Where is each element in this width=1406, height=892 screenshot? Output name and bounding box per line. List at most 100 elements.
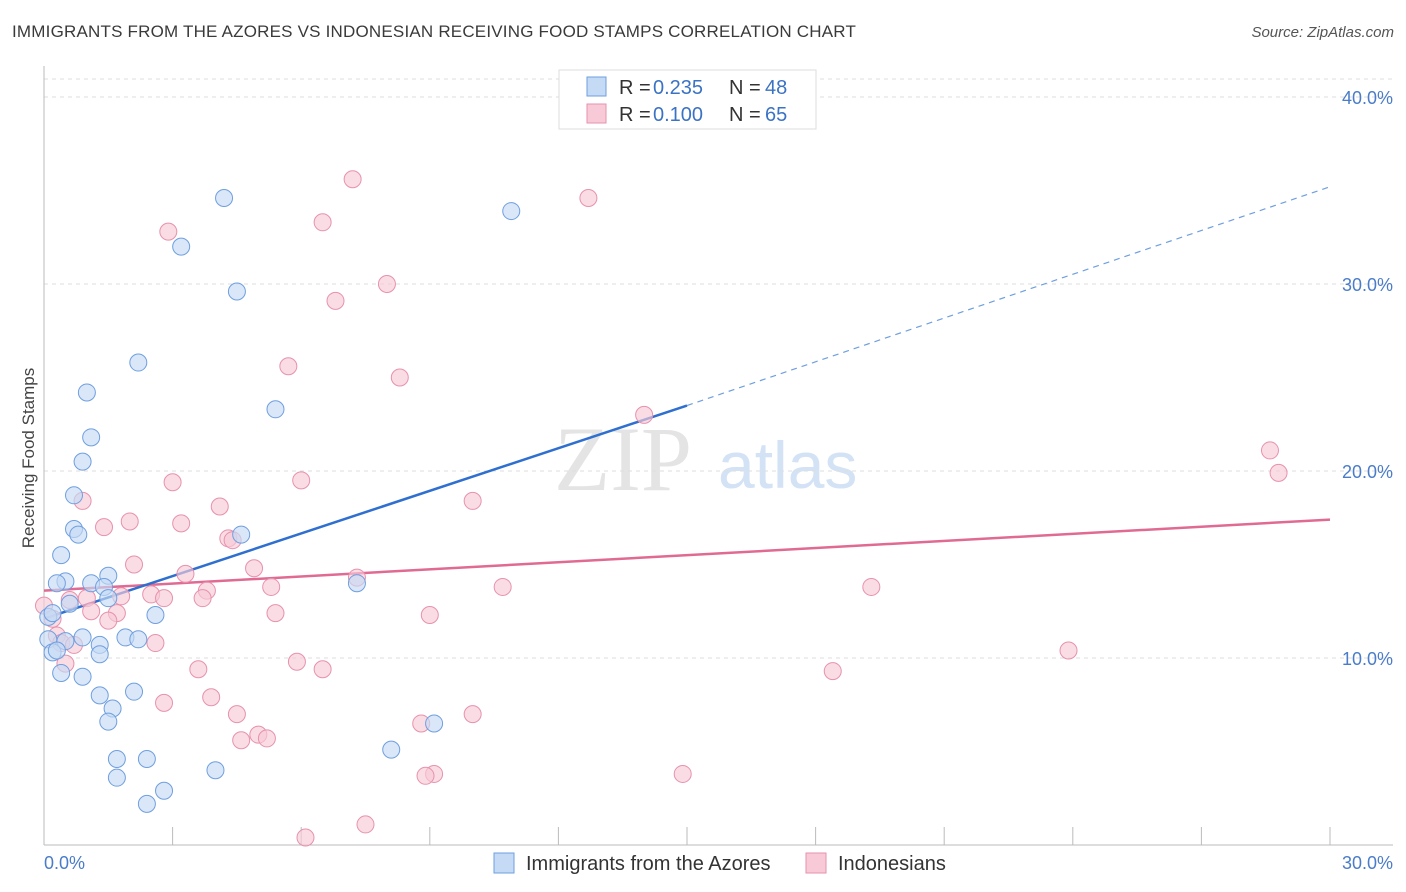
point-indonesians — [1269, 463, 1288, 482]
point-azores — [47, 574, 66, 593]
source-label: Source: ZipAtlas.com — [1251, 24, 1394, 41]
point-indonesians — [262, 577, 281, 596]
y-tick-label: 10.0% — [1342, 649, 1393, 669]
point-azores — [215, 188, 234, 207]
point-indonesians — [120, 512, 139, 531]
legend-n-label-azores: N = — [729, 77, 761, 99]
point-azores — [43, 604, 62, 623]
point-indonesians — [862, 577, 881, 596]
point-indonesians — [176, 564, 195, 583]
point-indonesians — [257, 729, 276, 748]
bottom-legend: Immigrants from the Azores Indonesians — [493, 852, 946, 875]
y-tick-label: 30.0% — [1342, 275, 1393, 295]
point-indonesians — [1059, 641, 1078, 660]
point-indonesians — [155, 693, 174, 712]
point-azores — [73, 628, 92, 647]
point-indonesians — [163, 473, 182, 492]
legend-r-value-indonesians: 0.100 — [653, 104, 703, 126]
point-indonesians — [125, 555, 144, 574]
point-indonesians — [159, 222, 178, 241]
legend-swatch-indonesians — [586, 103, 607, 124]
legend-box: R = 0.235 N = 48 R = 0.100 N = 65 — [558, 69, 817, 130]
point-azores — [107, 749, 126, 768]
point-indonesians — [82, 602, 101, 621]
point-indonesians — [463, 705, 482, 724]
bottom-legend-swatch-indonesians — [805, 852, 827, 874]
point-indonesians — [390, 368, 409, 387]
point-indonesians — [232, 731, 251, 750]
trend-line-azores — [43, 404, 688, 620]
point-indonesians — [95, 518, 114, 537]
point-azores — [382, 740, 401, 759]
point-indonesians — [673, 764, 692, 783]
point-azores — [232, 525, 251, 544]
point-indonesians — [579, 188, 598, 207]
chart-title: IMMIGRANTS FROM THE AZORES VS INDONESIAN… — [12, 22, 857, 41]
point-indonesians — [279, 357, 298, 376]
point-azores — [60, 594, 79, 613]
point-azores — [137, 749, 156, 768]
point-indonesians — [463, 491, 482, 510]
point-azores — [227, 282, 246, 301]
point-indonesians — [356, 815, 375, 834]
trend-line-indonesians — [43, 518, 1331, 592]
point-indonesians — [416, 766, 435, 785]
legend-n-label-indonesians: N = — [729, 104, 761, 126]
point-indonesians — [635, 405, 654, 424]
bottom-legend-label-indonesians: Indonesians — [838, 853, 946, 875]
point-indonesians — [266, 604, 285, 623]
point-azores — [347, 574, 366, 593]
point-indonesians — [292, 471, 311, 490]
point-indonesians — [227, 705, 246, 724]
point-indonesians — [99, 611, 118, 630]
point-indonesians — [189, 660, 208, 679]
point-indonesians — [193, 589, 212, 608]
point-azores — [137, 794, 156, 813]
point-azores — [52, 546, 71, 565]
point-indonesians — [296, 828, 315, 847]
trend-lines — [43, 186, 1331, 620]
point-azores — [99, 712, 118, 731]
point-azores — [266, 400, 285, 419]
point-azores — [73, 452, 92, 471]
legend-r-label-indonesians: R = — [619, 104, 651, 126]
watermark-zip: ZIP — [554, 408, 692, 510]
point-indonesians — [172, 514, 191, 533]
point-indonesians — [245, 559, 264, 578]
point-azores — [69, 525, 88, 544]
point-azores — [77, 383, 96, 402]
point-azores — [73, 667, 92, 686]
bottom-legend-label-azores: Immigrants from the Azores — [526, 853, 771, 875]
y-axis-title: Receiving Food Stamps — [19, 368, 38, 548]
x-tick-label-max: 30.0% — [1342, 853, 1393, 873]
point-indonesians — [313, 213, 332, 232]
point-indonesians — [155, 589, 174, 608]
point-indonesians — [420, 605, 439, 624]
trend-line-azores-projection — [686, 186, 1331, 407]
point-azores — [125, 682, 144, 701]
point-indonesians — [313, 660, 332, 679]
point-azores — [425, 714, 444, 733]
point-azores — [90, 686, 109, 705]
point-indonesians — [493, 577, 512, 596]
point-indonesians — [146, 634, 165, 653]
watermark-atlas: atlas — [718, 428, 857, 502]
legend-n-value-azores: 48 — [765, 77, 787, 99]
point-indonesians — [326, 291, 345, 310]
x-tick-label-min: 0.0% — [44, 853, 85, 873]
legend-swatch-azores — [586, 76, 607, 97]
point-azores — [129, 353, 148, 372]
point-indonesians — [202, 688, 221, 707]
point-azores — [502, 202, 521, 221]
point-azores — [65, 486, 84, 505]
point-azores — [47, 641, 66, 660]
point-azores — [155, 781, 174, 800]
y-tick-label: 40.0% — [1342, 88, 1393, 108]
bottom-legend-swatch-azores — [493, 852, 515, 874]
point-azores — [99, 589, 118, 608]
point-indonesians — [377, 275, 396, 293]
point-indonesians — [210, 497, 229, 516]
point-azores — [146, 605, 165, 624]
point-azores — [129, 630, 148, 649]
